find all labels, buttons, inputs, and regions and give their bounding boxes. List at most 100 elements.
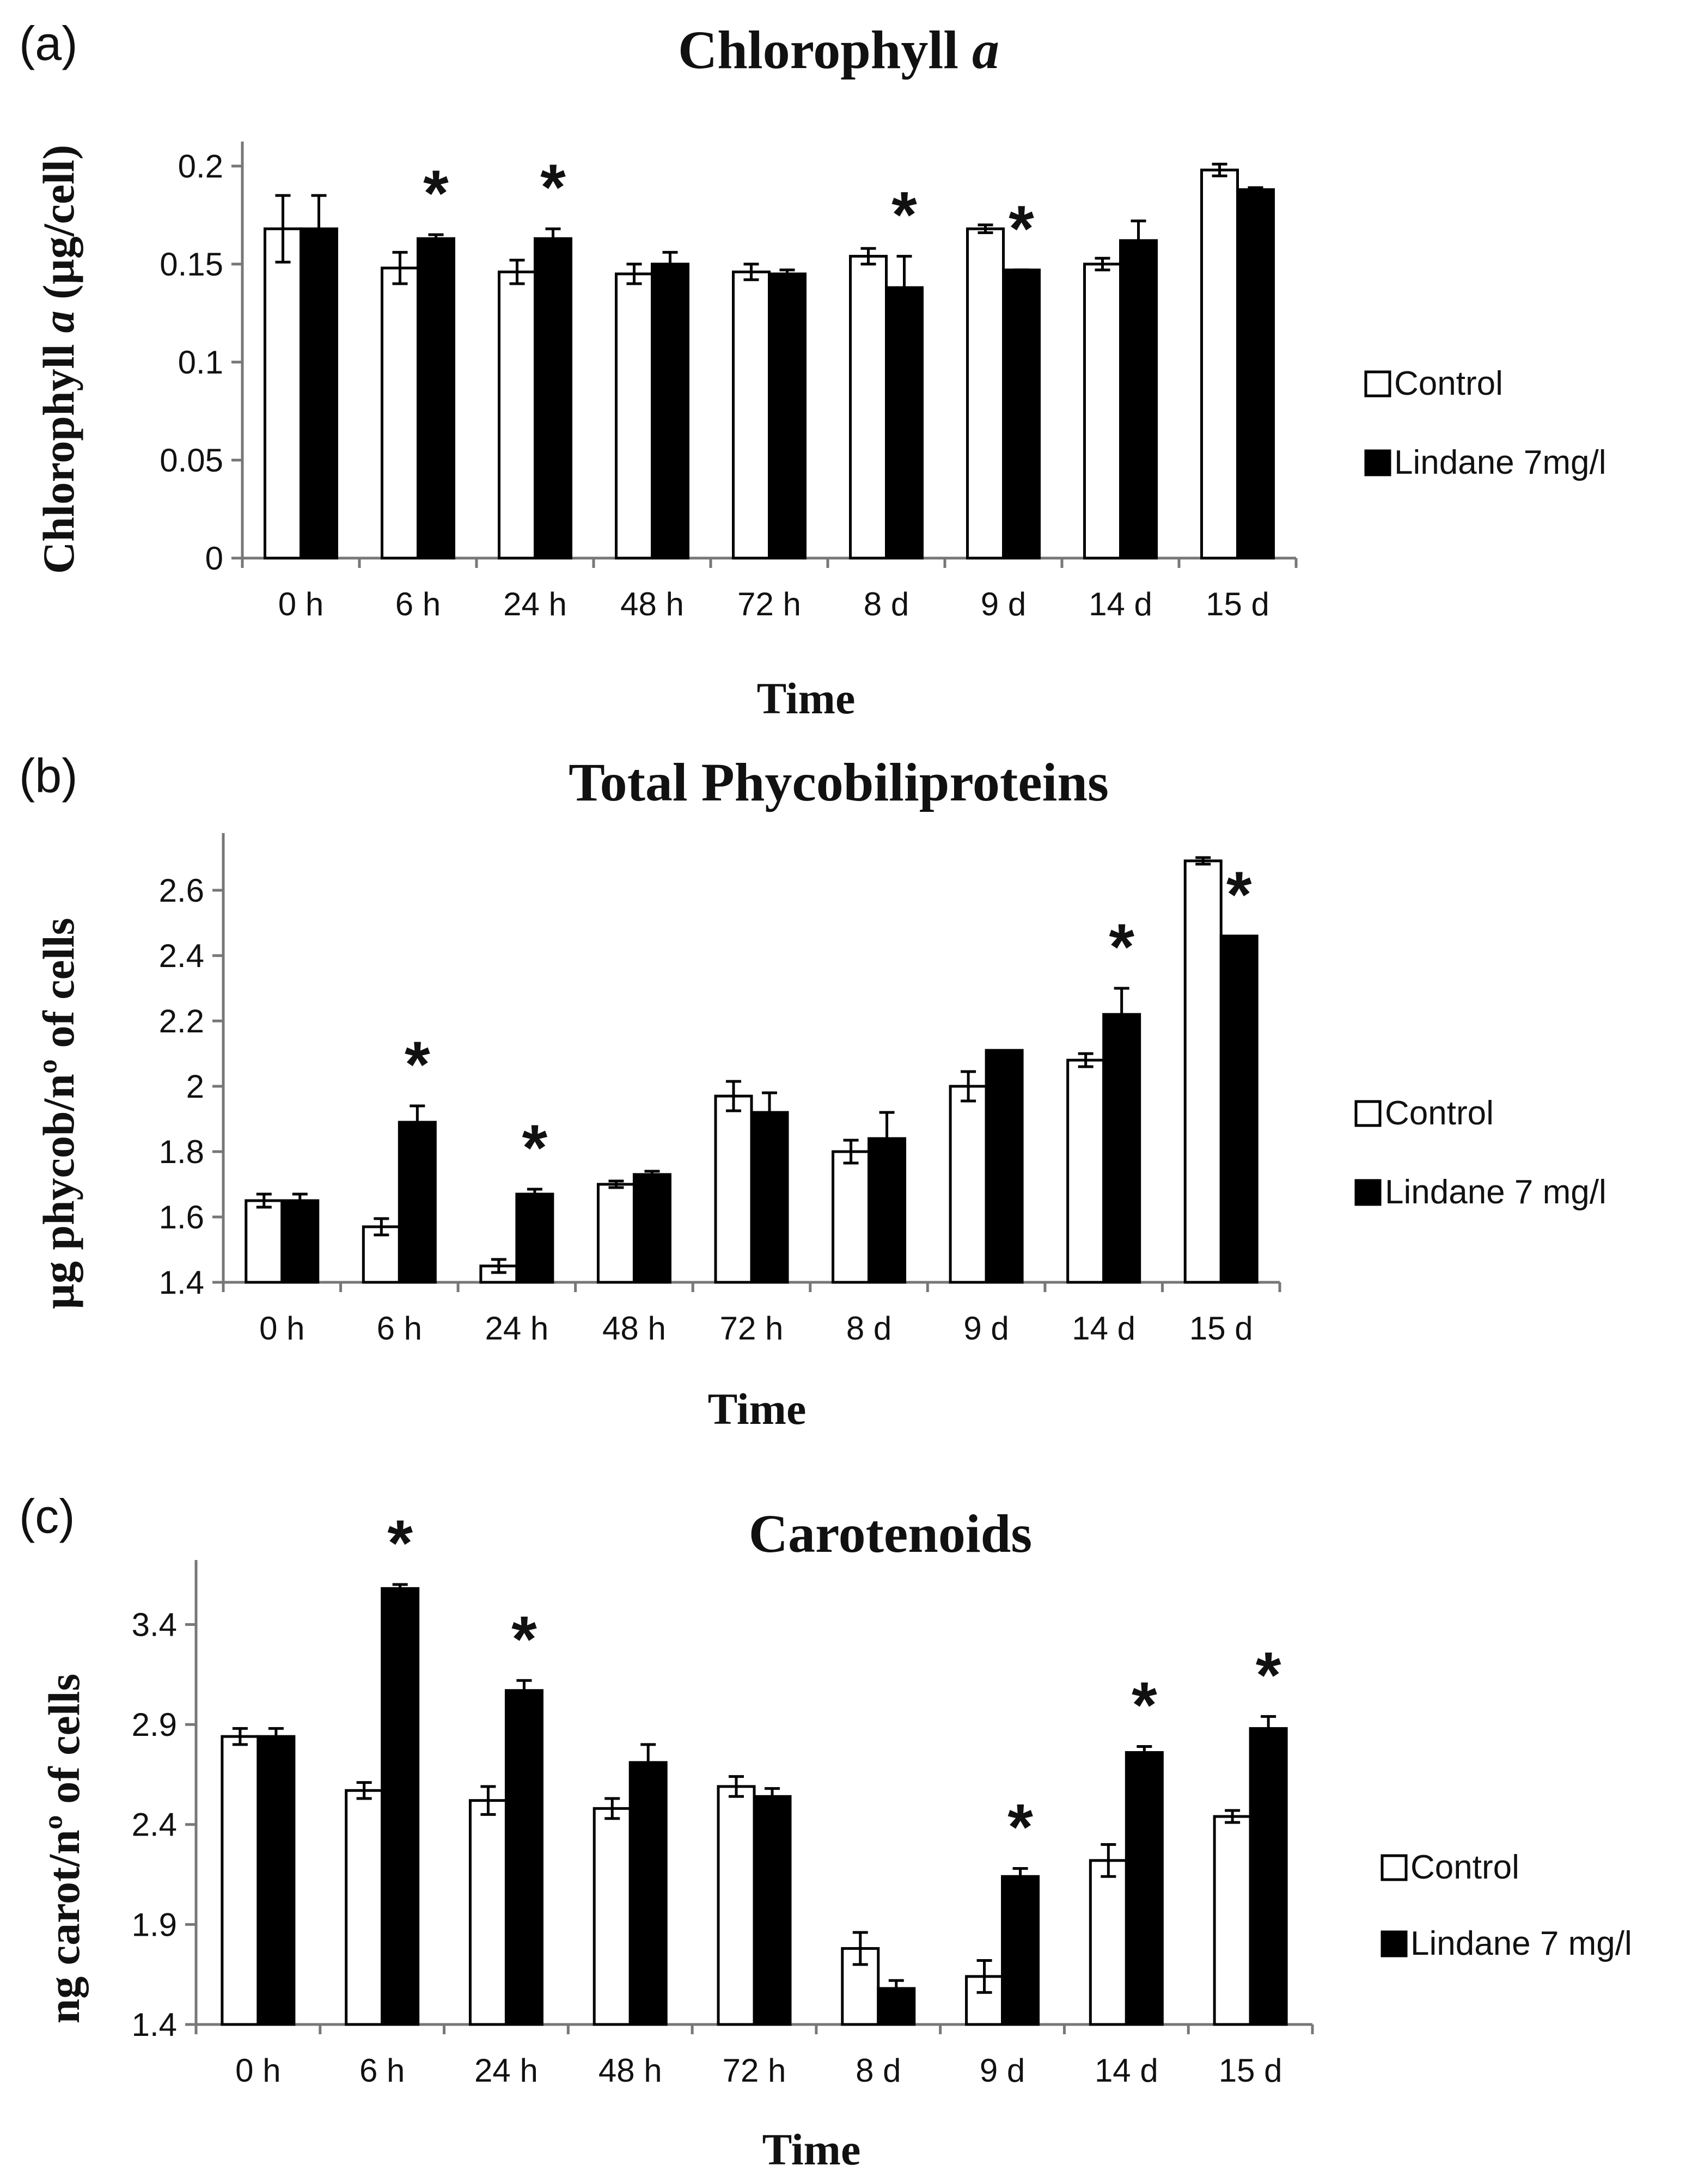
panel-b-x-tick-label: 48 h	[602, 1310, 666, 1347]
panel-b-bar-lindane	[280, 1199, 320, 1284]
panel-b-x-tick-label: 8 d	[846, 1310, 891, 1347]
panel-a-x-tick-label: 8 d	[864, 586, 909, 622]
panel-a-error-bar-control	[743, 262, 759, 282]
panel-a-error-bar-lindane	[428, 233, 444, 244]
panel-c-bar-lindane	[256, 1735, 296, 2026]
panel-c-error-bar-lindane	[1261, 1715, 1276, 1742]
panel-a-x-tick-label: 0 h	[278, 586, 323, 622]
panel-a-bar-control	[264, 227, 302, 560]
panel-a-x-tick-label: 14 d	[1089, 586, 1152, 622]
panel-c-y-tick-label: 3.4	[132, 1606, 177, 1643]
panel-a-x-tick-label: 9 d	[981, 586, 1026, 622]
panel-b-y-tick-label: 2.4	[159, 938, 204, 974]
panel-c-error-bar-control	[1225, 1809, 1241, 1824]
panel-a-bar-control	[615, 272, 653, 560]
panel-a-error-bar-control	[509, 259, 525, 285]
panel-a-y-tick-label: 0.05	[160, 442, 223, 479]
panel-b-plot: 1.4 1.6 1.8 2 2.2 2.4 2.6 0 h 6 h 24 h 48 h 72 h 8 d…	[159, 833, 1281, 1347]
panel-c-x-tick-label: 14 d	[1095, 2052, 1158, 2089]
panel-b-legend-label-control: Control	[1385, 1094, 1494, 1132]
panel-a-plot: 0 0.05 0.1 0.15 0.2 0 h 6 h 24 h 48 h 72 h 8 d 9 d 1…	[160, 142, 1298, 622]
panel-c-significance-star: *	[1256, 1638, 1281, 1711]
panel-a-legend-swatch-control	[1364, 370, 1391, 397]
panel-b-significance-star: *	[405, 1028, 430, 1101]
panel-b-bar-control	[1183, 859, 1223, 1284]
panel-b-legend-swatch-lindane	[1354, 1179, 1382, 1206]
panel-a-error-bar-control	[1212, 162, 1227, 178]
panel-c-legend-label-control: Control	[1410, 1849, 1519, 1886]
panel-c-bar-control	[592, 1807, 632, 2026]
panel-a-error-bar-lindane	[311, 194, 327, 264]
panel-a-bar-lindane	[534, 237, 572, 560]
panel-a-y-tick-label: 0	[205, 540, 223, 577]
panel-c-bar-control	[717, 1785, 756, 2026]
panel-c-significance-star: *	[1132, 1668, 1157, 1741]
panel-c-error-bar-lindane	[1137, 1745, 1152, 1760]
panel-c-label: (c)	[19, 1489, 75, 1543]
panel-a-bar-control	[732, 270, 771, 560]
panel-a-bar-lindane	[300, 227, 338, 560]
panel-c-legend-label-lindane: Lindane 7 mg/l	[1410, 1925, 1632, 1962]
panel-b-bar-lindane	[1219, 934, 1259, 1284]
panel-c-error-bar-control	[1101, 1843, 1116, 1878]
panel-a-bar-lindane	[651, 262, 689, 560]
panel-c-bar-lindane	[381, 1587, 420, 2026]
panel-c-error-bar-control	[976, 1959, 992, 1994]
panel-c-error-bar-lindane	[1012, 1867, 1028, 1886]
panel-c-bar-lindane	[877, 1987, 916, 2026]
panel-b-error-bar-lindane	[1114, 987, 1129, 1042]
panel-c-error-bar-lindane	[268, 1727, 284, 1746]
panel-a-bar-control	[381, 266, 419, 560]
panel-a-bar-control	[849, 255, 888, 560]
panel-c-y-tick-label: 1.9	[132, 1906, 177, 1943]
panel-c-plot: 1.4 1.9 2.4 2.9 3.4 0 h 6 h 24 h 48 h 72 h 8 d 9 d 1…	[132, 1507, 1314, 2089]
panel-b-significance-star: *	[1226, 858, 1252, 931]
panel-a-legend: Control Lindane 7mg/l	[1364, 365, 1607, 481]
panel-c-x-tick-label: 6 h	[359, 2052, 405, 2089]
panel-a-error-bar-control	[275, 194, 291, 264]
panel-b-bar-lindane	[750, 1111, 789, 1284]
panel-c-error-bar-lindane	[888, 1979, 904, 1998]
panel-c-bar-control	[345, 1789, 384, 2026]
panel-b-error-bar-lindane	[527, 1188, 542, 1201]
panel-a-bar-lindane	[1236, 188, 1275, 560]
panel-c-x-tick-label: 48 h	[598, 2052, 662, 2089]
panel-a-label: (a)	[19, 16, 78, 70]
panel-c-significance-star: *	[1007, 1791, 1033, 1864]
panel-a-significance-star: *	[423, 157, 449, 230]
panel-b-error-bar-control	[843, 1139, 859, 1165]
panel-b-error-bar-lindane	[879, 1111, 895, 1166]
panel-c-significance-star: *	[511, 1602, 537, 1675]
panel-a-error-bar-lindane	[662, 250, 678, 278]
panel-a-error-bar-control	[978, 223, 993, 234]
panel-b-bar-lindane	[985, 1049, 1024, 1284]
panel-c-error-bar-lindane	[765, 1787, 780, 1806]
panel-c-legend-swatch-lindane	[1381, 1930, 1408, 1957]
panel-a-x-tick-label: 15 d	[1206, 586, 1269, 622]
panel-b-bar-control	[832, 1150, 871, 1284]
panel-b-y-tick-label: 1.8	[159, 1134, 204, 1170]
panel-c-y-tick-label: 2.9	[132, 1706, 177, 1743]
panel-a-bar-lindane	[885, 286, 924, 560]
panel-b-x-axis-label: Time	[708, 1384, 807, 1434]
panel-b-y-tick-label: 1.6	[159, 1199, 204, 1235]
panel-a-error-bar-control	[860, 247, 876, 266]
panel-a-bar-lindane	[417, 237, 455, 560]
panel-c-legend: Control Lindane 7 mg/l	[1381, 1849, 1632, 1962]
panel-b-y-tick-label: 1.4	[159, 1264, 204, 1301]
panel-a-bar-lindane	[768, 272, 807, 560]
panel-c-error-bar-lindane	[640, 1743, 656, 1782]
panel-b-bar-lindane	[398, 1121, 437, 1284]
panel-b-label: (b)	[19, 749, 78, 803]
panel-a-legend-swatch-lindane	[1364, 449, 1391, 476]
panel-c-error-bar-control	[604, 1797, 620, 1820]
panel-a-error-bar-lindane	[779, 268, 795, 279]
panel-a-x-tick-label: 6 h	[395, 586, 441, 622]
panel-a-y-axis-label: Chlorophyll a (µg/cell)	[34, 145, 83, 574]
panel-b-x-tick-label: 0 h	[259, 1310, 304, 1347]
panel-b-x-tick-label: 6 h	[377, 1310, 422, 1347]
panel-a-x-axis-label: Time	[757, 674, 856, 723]
panel-a-title: Chlorophyll a	[678, 20, 999, 80]
panel-a-error-bar-control	[1095, 256, 1110, 272]
panel-c-error-bar-control	[729, 1775, 744, 1798]
